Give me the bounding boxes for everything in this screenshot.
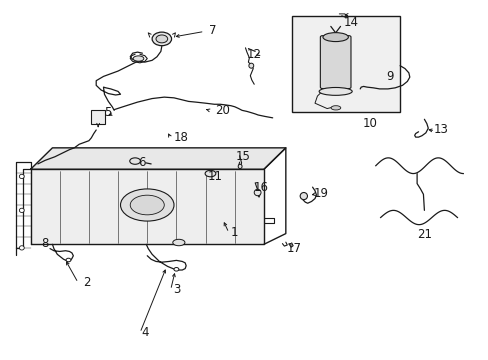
Text: 20: 20	[215, 104, 229, 117]
Ellipse shape	[204, 170, 215, 177]
Ellipse shape	[156, 35, 167, 43]
Text: 6: 6	[138, 156, 145, 169]
Ellipse shape	[300, 193, 307, 200]
Text: 12: 12	[246, 48, 261, 61]
Text: 11: 11	[207, 170, 223, 183]
Text: 14: 14	[343, 16, 358, 29]
Text: 2: 2	[82, 276, 90, 289]
Text: 10: 10	[362, 117, 377, 130]
Ellipse shape	[20, 208, 24, 212]
Text: 9: 9	[386, 70, 393, 83]
Ellipse shape	[238, 164, 242, 168]
Text: 4: 4	[141, 327, 148, 339]
Ellipse shape	[172, 239, 184, 246]
Text: 1: 1	[230, 226, 238, 239]
Ellipse shape	[254, 189, 261, 196]
Polygon shape	[30, 169, 264, 244]
Ellipse shape	[174, 267, 179, 271]
Text: 19: 19	[313, 187, 328, 200]
Text: 5: 5	[103, 105, 111, 119]
Ellipse shape	[330, 106, 340, 110]
Ellipse shape	[319, 87, 351, 95]
Text: 21: 21	[416, 228, 431, 241]
Text: 16: 16	[253, 181, 268, 194]
Text: 13: 13	[433, 123, 448, 136]
Text: 3: 3	[172, 283, 180, 296]
Bar	[91, 110, 105, 123]
Ellipse shape	[129, 158, 140, 164]
Ellipse shape	[20, 174, 24, 179]
Text: 18: 18	[174, 131, 188, 144]
Text: 15: 15	[236, 149, 250, 163]
Text: 17: 17	[286, 242, 301, 255]
Ellipse shape	[248, 63, 253, 68]
Ellipse shape	[120, 189, 174, 221]
Text: 7: 7	[209, 24, 216, 37]
Ellipse shape	[322, 33, 347, 41]
Ellipse shape	[66, 258, 71, 262]
FancyBboxPatch shape	[320, 36, 350, 89]
Ellipse shape	[152, 32, 171, 46]
Ellipse shape	[130, 195, 164, 215]
Ellipse shape	[20, 246, 24, 250]
Ellipse shape	[133, 56, 143, 61]
Bar	[291, 16, 399, 112]
Polygon shape	[30, 148, 285, 169]
Text: 8: 8	[41, 237, 49, 250]
